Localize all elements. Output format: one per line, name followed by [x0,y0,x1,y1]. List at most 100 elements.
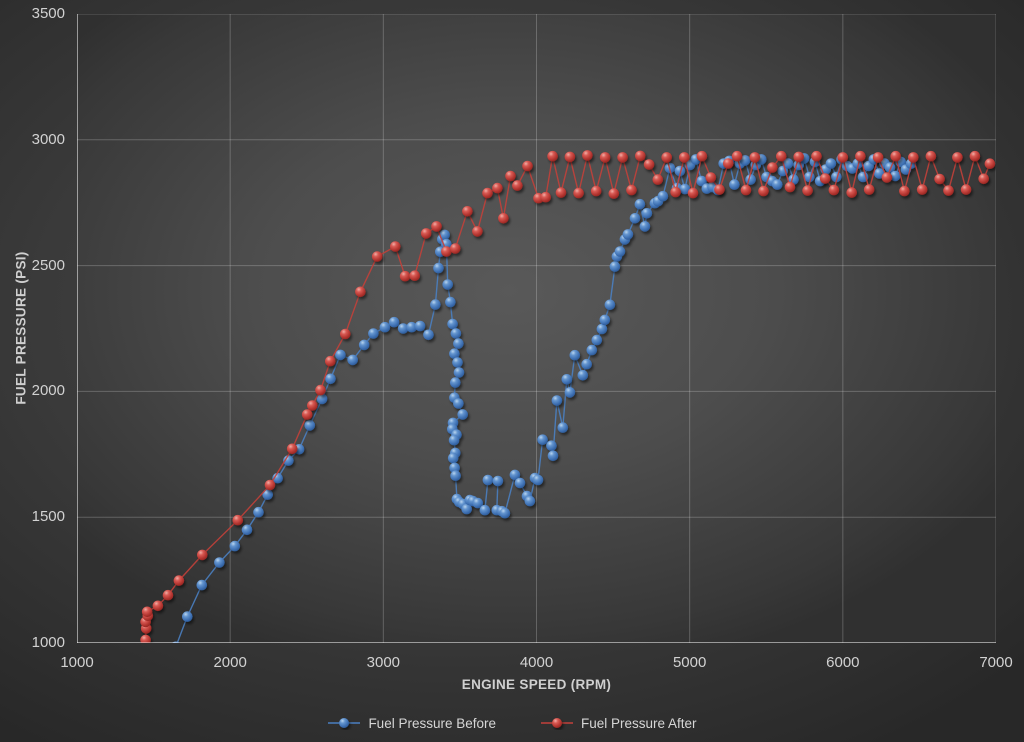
data-point [229,540,241,552]
data-point [214,557,225,568]
data-point [729,179,740,190]
data-point [626,184,637,196]
data-point [749,152,761,163]
data-point [316,393,328,405]
data-point [863,184,875,195]
x-tick-label: 3000 [366,654,401,671]
data-point [555,187,567,198]
data-point [482,187,493,199]
data-point [661,152,672,163]
data-point [472,497,484,509]
data-point [406,321,418,333]
data-point [639,221,651,232]
data-point [557,422,569,433]
y-tick-label: 2500 [31,256,65,274]
data-point [379,321,391,333]
data-point [596,323,608,335]
data-point [984,158,996,169]
legend-item-after[interactable]: Fuel Pressure After [540,716,697,731]
data-point [340,328,351,340]
data-point [307,400,318,411]
data-point [591,334,603,346]
legend-label-before: Fuel Pressure Before [368,715,496,731]
data-point [846,187,857,198]
data-point [908,152,919,163]
data-point [514,477,526,489]
data-point [452,357,463,368]
data-point [448,434,460,446]
data-point [547,150,558,162]
data-point [397,323,409,334]
data-point [450,243,461,254]
data-point [889,170,901,182]
data-point [590,185,602,197]
series-line [176,156,912,643]
data-point [784,181,796,193]
legend-label-after: Fuel Pressure After [581,715,697,731]
data-point [371,251,383,262]
data-point [492,182,503,194]
legend-marker-before-icon [328,718,361,728]
gridlines [77,14,996,643]
data-point [442,279,454,290]
data-point [347,354,359,366]
data-point [831,171,842,183]
data-point [855,150,866,162]
data-point [241,524,253,536]
data-point [196,579,208,591]
data-point [423,329,434,341]
data-point [581,358,592,370]
x-tick-label: 5000 [672,654,707,671]
data-point [152,600,164,612]
data-point [524,495,536,507]
data-point [872,152,884,163]
data-point [509,469,521,481]
data-point [325,355,336,367]
data-point [453,398,464,409]
data-point [449,348,460,360]
data-point [447,318,458,330]
data-point [564,151,576,163]
data-point [498,213,509,224]
data-point [547,450,559,462]
data-point [925,150,937,162]
legend: Fuel Pressure Before Fuel Pressure After [0,710,1024,736]
data-point [916,184,928,195]
data-point [819,173,831,184]
data-point [537,434,548,446]
x-tick-label: 2000 [213,654,247,671]
data-point [355,286,366,298]
data-point [272,472,283,484]
data-point [782,158,794,169]
plot-svg [77,14,996,643]
data-point [162,589,174,601]
legend-item-before[interactable]: Fuel Pressure Before [327,716,496,731]
data-point [390,241,401,252]
data-point [453,338,464,349]
data-point [409,270,421,282]
data-point [433,262,444,274]
data-point [599,314,611,326]
y-tick-label: 3000 [31,130,65,148]
data-point [825,158,837,169]
series-line [144,153,991,641]
legend-marker-after-icon [541,718,573,728]
y-tick-label: 3500 [31,5,65,22]
data-point [450,377,461,388]
data-point [609,261,621,272]
data-point [696,150,708,162]
data-point [492,475,504,487]
plot-area [77,14,996,643]
data-point [172,641,180,643]
data-point [457,409,469,420]
x-axis-title: ENGINE SPEED (RPM) [461,677,612,692]
data-point [445,296,456,308]
data-point [772,179,783,190]
data-point [634,198,646,210]
y-axis-title: FUEL PRESSURE (PSI) [13,251,29,405]
data-point [439,229,450,241]
data-point [262,489,273,500]
y-tick-label: 2000 [31,382,65,400]
data-point [315,384,326,396]
data-point [758,185,769,197]
